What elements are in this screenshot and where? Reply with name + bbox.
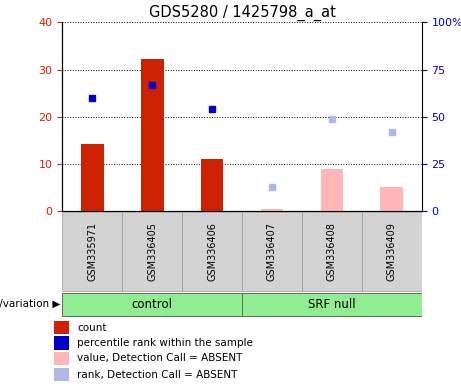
FancyBboxPatch shape xyxy=(362,212,422,291)
Bar xyxy=(260,209,284,211)
Text: SRF null: SRF null xyxy=(308,298,356,311)
Bar xyxy=(380,187,403,211)
Text: genotype/variation ▶: genotype/variation ▶ xyxy=(0,299,60,310)
Bar xyxy=(54,321,69,334)
Bar xyxy=(54,336,69,350)
Text: GSM336408: GSM336408 xyxy=(327,222,337,281)
Bar xyxy=(54,368,69,381)
FancyBboxPatch shape xyxy=(302,212,362,291)
Text: GSM336405: GSM336405 xyxy=(147,222,157,281)
Bar xyxy=(320,169,343,211)
Text: GSM335971: GSM335971 xyxy=(87,222,97,281)
Text: control: control xyxy=(132,298,172,311)
Text: GSM336407: GSM336407 xyxy=(267,222,277,281)
Bar xyxy=(141,59,164,211)
FancyBboxPatch shape xyxy=(122,212,182,291)
Text: value, Detection Call = ABSENT: value, Detection Call = ABSENT xyxy=(77,353,243,364)
Text: GSM336409: GSM336409 xyxy=(387,222,397,281)
FancyBboxPatch shape xyxy=(242,212,302,291)
Text: count: count xyxy=(77,323,107,333)
Text: rank, Detection Call = ABSENT: rank, Detection Call = ABSENT xyxy=(77,369,238,380)
Bar xyxy=(54,352,69,365)
Text: GSM336406: GSM336406 xyxy=(207,222,217,281)
Title: GDS5280 / 1425798_a_at: GDS5280 / 1425798_a_at xyxy=(148,5,336,21)
FancyBboxPatch shape xyxy=(182,212,242,291)
Bar xyxy=(81,144,104,211)
Bar xyxy=(201,159,224,211)
FancyBboxPatch shape xyxy=(62,212,122,291)
FancyBboxPatch shape xyxy=(242,293,422,316)
Text: percentile rank within the sample: percentile rank within the sample xyxy=(77,338,254,348)
FancyBboxPatch shape xyxy=(62,293,242,316)
